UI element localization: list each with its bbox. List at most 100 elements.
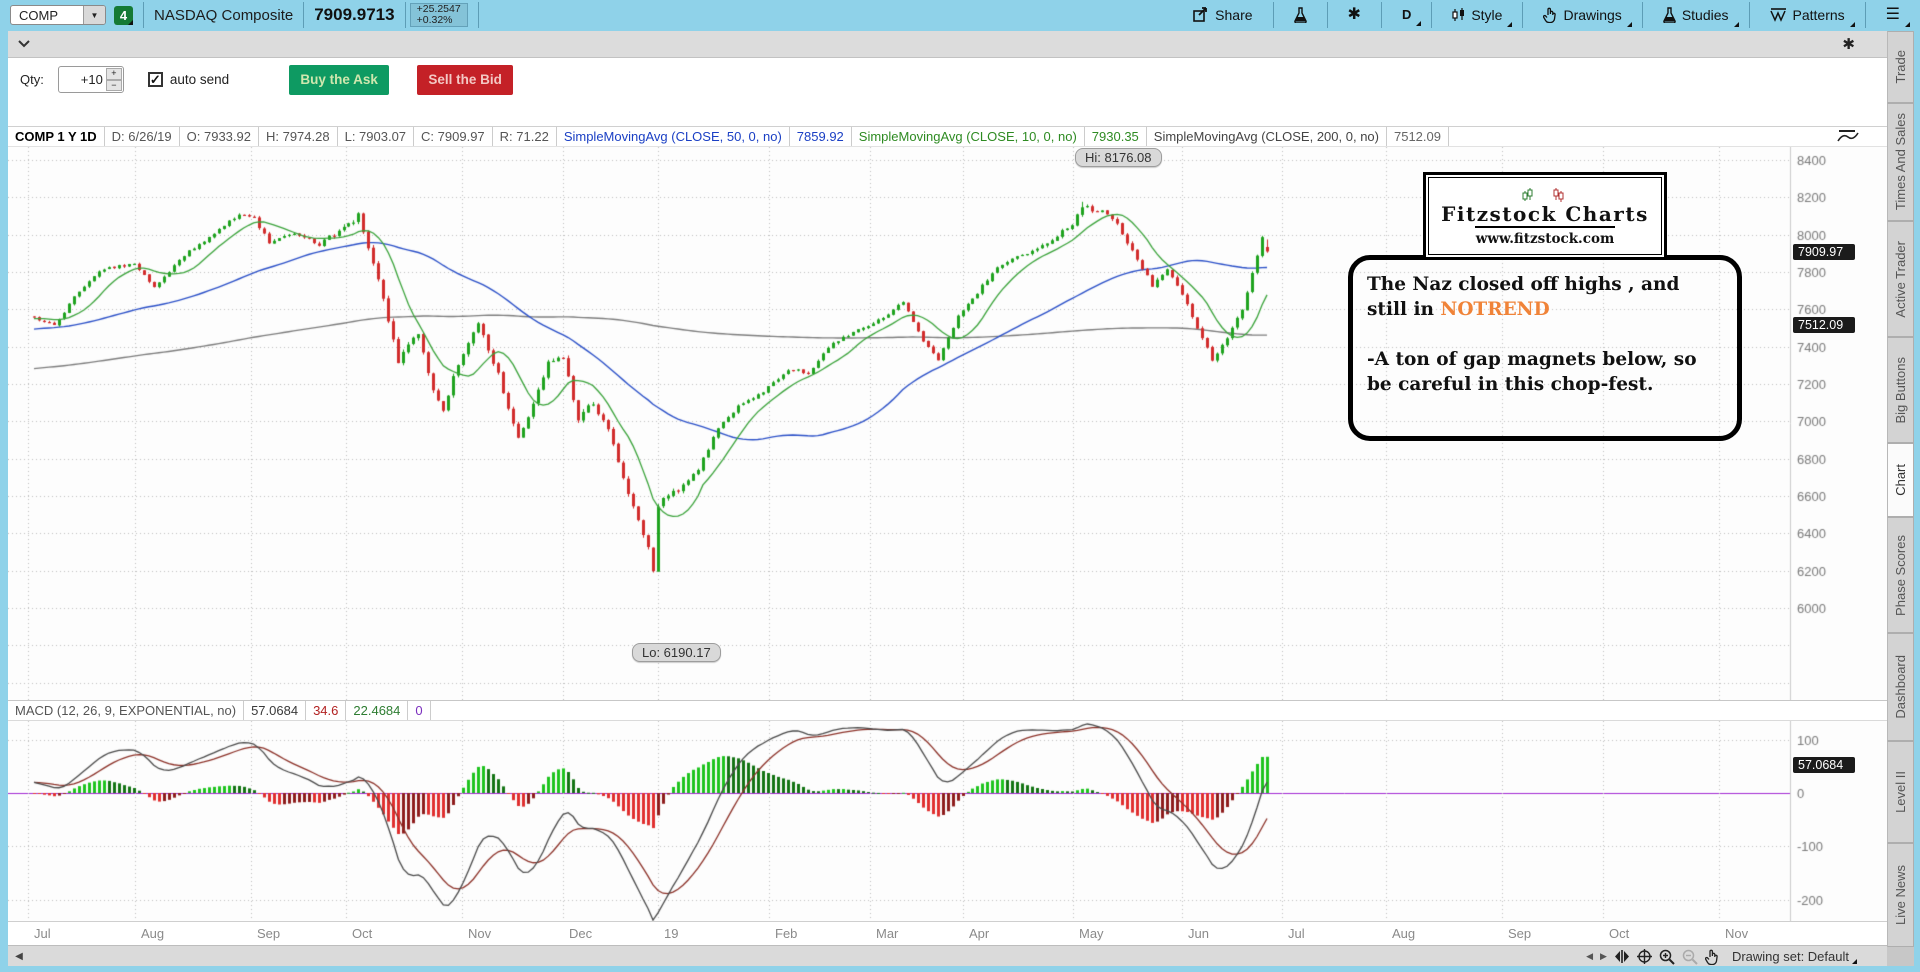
study-value: 7859.92 (790, 127, 852, 146)
macd-values: 57.0684 34.6 22.4684 0 (244, 701, 431, 720)
panel-gear-icon[interactable]: ✱ (1842, 36, 1855, 53)
auto-send-checkbox[interactable]: ✓ auto send (147, 72, 229, 87)
sidebar-tab-live-news[interactable]: Live News (1887, 843, 1914, 947)
time-axis-label: Nov (468, 926, 492, 941)
drawing-set-selector[interactable]: Drawing set: Default (1732, 949, 1857, 964)
sidebar-tab-trade[interactable]: Trade (1887, 31, 1914, 103)
symbol-select[interactable]: COMP ▼ (10, 5, 106, 25)
time-axis-label: Oct (1609, 926, 1630, 941)
fit-width-icon[interactable] (1614, 950, 1630, 963)
fitzstock-logo: Fitzstock Charts www.fitzstock.com (1423, 172, 1667, 260)
study-label: SimpleMovingAvg (CLOSE, 10, 0, no) (852, 127, 1085, 146)
time-axis-label: Aug (141, 926, 165, 941)
sidebar-tab-label: Chart (1893, 464, 1908, 496)
sidebar-tab-phase-scores[interactable]: Phase Scores (1887, 517, 1914, 633)
buy-the-ask-button[interactable]: Buy the Ask (289, 64, 390, 95)
logo-underline (1475, 225, 1615, 228)
chart-scrollbar[interactable]: ◀ ◀ ▶ (8, 945, 1887, 966)
sma200-axis-badge: 7512.09 (1793, 317, 1855, 333)
hand-icon (1543, 7, 1557, 23)
sidebar-tab-big-buttons[interactable]: Big Buttons (1887, 337, 1914, 443)
settings-button[interactable]: ✱ (1338, 4, 1371, 27)
patterns-button[interactable]: Patterns (1760, 4, 1855, 27)
sidebar-tab-level-ii[interactable]: Level II (1887, 741, 1914, 843)
last-price-axis-badge: 7909.97 (1793, 244, 1855, 260)
symbol-dropdown-icon[interactable]: ▼ (83, 6, 105, 24)
last-price: 7909.9713 (314, 5, 395, 24)
crosshair-icon[interactable] (1636, 949, 1652, 964)
symbol-value: COMP (19, 7, 58, 23)
style-button[interactable]: Style (1442, 4, 1513, 27)
studies-button[interactable]: Studies (1653, 4, 1739, 27)
list-menu-icon: ☰ (1885, 5, 1900, 23)
candlestick-icon (1452, 7, 1465, 21)
sidebar-tab-label: Active Trader (1893, 240, 1908, 318)
zoom-out-icon[interactable] (1682, 949, 1698, 965)
logo-title: Fitzstock Charts (1441, 201, 1649, 226)
analyze-button[interactable] (1284, 4, 1317, 27)
line-style-icon[interactable] (1837, 129, 1859, 145)
high-annotation-badge: Hi: 8176.08 (1075, 148, 1162, 167)
zoom-in-icon[interactable] (1659, 949, 1675, 965)
quantity-stepper[interactable]: +10 + − (57, 66, 124, 93)
time-axis-label: 19 (664, 926, 679, 941)
ohlc-field: O: 7933.92 (180, 127, 259, 146)
sell-the-bid-button[interactable]: Sell the Bid (417, 64, 514, 95)
sidebar-tab-label: Level II (1893, 771, 1908, 813)
pan-right-icon[interactable]: ▶ (1600, 951, 1607, 961)
sidebar-tab-label: Big Buttons (1893, 356, 1908, 424)
qty-decrement-button[interactable]: − (105, 79, 122, 91)
macd-value: 34.6 (306, 701, 347, 720)
macd-axis-badge: 57.0684 (1793, 757, 1855, 773)
qty-increment-button[interactable]: + (105, 68, 122, 80)
time-axis-label: Sep (1508, 926, 1532, 941)
time-axis-label: Sep (257, 926, 281, 941)
price-pane-header: COMP 1 Y 1D D: 6/26/19 O: 7933.92 H: 7974.… (8, 126, 1887, 147)
sidebar-tab-dashboard[interactable]: Dashboard (1887, 633, 1914, 741)
macd-pane-header: MACD (12, 26, 9, EXPONENTIAL, no) 57.068… (8, 700, 1887, 721)
macd-chart-canvas[interactable] (8, 721, 1887, 921)
ohlc-fields: D: 6/26/19 O: 7933.92 H: 7974.28 L: 7903.07… (105, 127, 1449, 146)
time-axis-label: Apr (969, 926, 990, 941)
instrument-name: NASDAQ Composite (154, 6, 294, 24)
order-entry-row: Qty: +10 + − ✓ auto send Buy the Ask Sel… (8, 58, 1887, 101)
flask-icon (1293, 6, 1307, 23)
time-axis: Jul Aug Sep Oct Nov Dec 19 Feb Mar Apr May Jun Jul Au… (8, 921, 1887, 945)
study-label: SimpleMovingAvg (CLOSE, 200, 0, no) (1147, 127, 1387, 146)
linked-group-badge[interactable]: 4 (114, 5, 133, 25)
qty-label: Qty: (20, 72, 44, 87)
sidebar-tab-chart[interactable]: Chart (1887, 443, 1914, 517)
notrend-highlight: NOTREND (1440, 299, 1550, 320)
logo-candles-icon (1522, 187, 1564, 202)
price-change: +25.2547 +0.32% (409, 3, 468, 27)
menu-button[interactable]: ☰ (1876, 4, 1910, 27)
chart-title: COMP 1 Y 1D (8, 127, 105, 146)
time-axis-label: Dec (569, 926, 593, 941)
study-value: 7512.09 (1387, 127, 1449, 146)
ohlc-field: H: 7974.28 (259, 127, 338, 146)
study-label: SimpleMovingAvg (CLOSE, 50, 0, no) (557, 127, 790, 146)
patterns-icon (1769, 8, 1786, 22)
low-annotation-badge: Lo: 6190.17 (632, 643, 721, 662)
chevron-down-icon[interactable] (18, 40, 30, 48)
macd-value: 0 (408, 701, 431, 720)
sidebar-tab-times-and-sales[interactable]: Times And Sales (1887, 103, 1914, 221)
scroll-left-arrow-icon[interactable]: ◀ (15, 950, 23, 962)
time-axis-label: Jun (1188, 926, 1209, 941)
macd-study-label: MACD (12, 26, 9, EXPONENTIAL, no) (8, 701, 245, 720)
gear-icon: ✱ (1347, 5, 1361, 23)
share-button[interactable]: Share (1183, 4, 1262, 27)
time-axis-label: Oct (352, 926, 373, 941)
sidebar-tab-label: Trade (1893, 50, 1908, 84)
time-axis-label: Aug (1392, 926, 1416, 941)
timeframe-button[interactable]: D (1392, 4, 1422, 26)
macd-value: 57.0684 (244, 701, 307, 720)
hand-tool-icon[interactable] (1704, 949, 1719, 965)
drawings-button[interactable]: Drawings (1533, 4, 1632, 27)
time-axis-label: Mar (876, 926, 899, 941)
ohlc-field: D: 6/26/19 (105, 127, 180, 146)
pan-left-icon[interactable]: ◀ (1586, 951, 1594, 961)
sidebar-tab-active-trader[interactable]: Active Trader (1887, 221, 1914, 337)
time-axis-label: Nov (1725, 926, 1749, 941)
